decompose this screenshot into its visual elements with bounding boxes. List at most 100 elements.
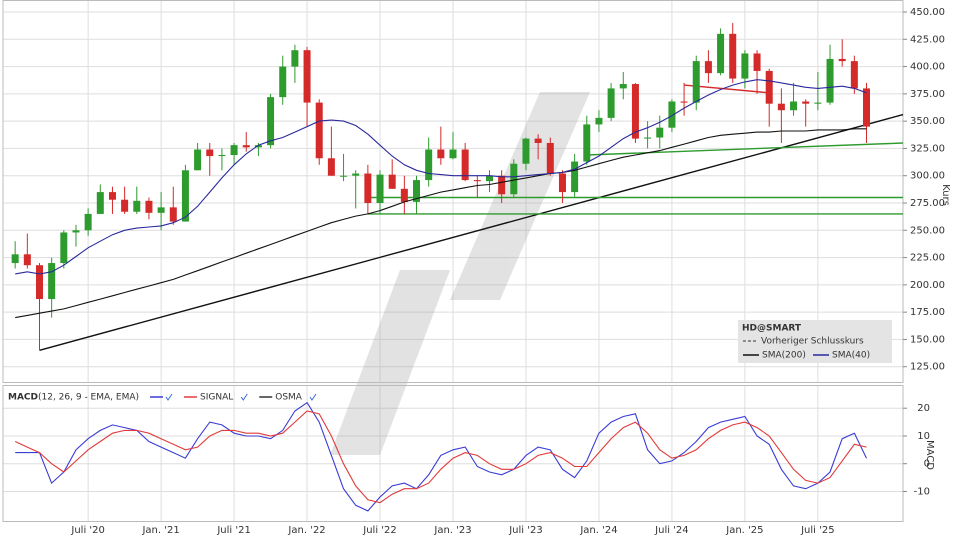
- candle-body: [485, 175, 493, 182]
- candle-body: [133, 200, 141, 212]
- candle-body: [72, 230, 80, 233]
- candle-body: [826, 58, 834, 103]
- candle-body: [364, 173, 372, 204]
- watermark-shape: [330, 270, 450, 455]
- candle-body: [145, 200, 153, 213]
- candle-body: [84, 213, 92, 231]
- legend-check: [240, 393, 248, 401]
- legend-label: SMA(200): [762, 351, 806, 361]
- y-tick-label: 375.00: [910, 89, 945, 100]
- candle-body: [704, 61, 712, 74]
- trend-line: [39, 113, 904, 351]
- y-tick-label: 200.00: [910, 280, 945, 291]
- candle-body: [11, 254, 19, 264]
- candle-body: [558, 173, 566, 193]
- watermark: [330, 92, 590, 455]
- candle-body: [376, 174, 384, 204]
- candle-body: [765, 70, 773, 104]
- candle-body: [60, 232, 68, 264]
- y-tick-label: 300.00: [910, 171, 945, 182]
- candle-body: [741, 53, 749, 79]
- indicator-line: [15, 401, 867, 512]
- candle-body: [267, 97, 275, 146]
- y-axis-label: MACD: [924, 440, 935, 470]
- candle-body: [656, 127, 664, 138]
- candle-body: [668, 101, 676, 128]
- candle-body: [181, 170, 189, 222]
- y-tick-label: 400.00: [910, 62, 945, 73]
- candle-body: [315, 102, 323, 159]
- candle-body: [437, 149, 445, 159]
- candle-body: [863, 88, 871, 127]
- macd-frame: [2, 385, 904, 522]
- candle-body: [230, 145, 238, 155]
- candle-body: [583, 124, 591, 162]
- y-tick-label: 150.00: [910, 334, 945, 345]
- x-tick-label: Jan. '23: [433, 525, 471, 536]
- x-tick-label: Jan. '24: [579, 525, 617, 536]
- candle-body: [108, 192, 116, 200]
- macd-legend: MACD (12, 26, 9 - EMA, EMA): [8, 393, 139, 403]
- candle-body: [48, 263, 56, 300]
- legend-label: OSMA: [275, 393, 303, 403]
- y-tick-label: 275.00: [910, 198, 945, 209]
- candle-body: [242, 145, 250, 148]
- panel-subtitle: (12, 26, 9 - EMA, EMA): [38, 393, 139, 403]
- y-tick-label: 225.00: [910, 253, 945, 264]
- candle-body: [206, 149, 214, 157]
- trend-line: [586, 142, 904, 156]
- candle-body: [169, 207, 177, 222]
- legend-check: [309, 393, 317, 401]
- price-legend: HD@SMART Vorheriger Schlusskurs: [738, 320, 892, 363]
- candle-body: [838, 58, 846, 62]
- candle-body: [607, 88, 615, 118]
- grid-layer: [3, 1, 903, 521]
- candle-body: [23, 254, 31, 266]
- candle-body: [35, 265, 43, 300]
- candle-body: [194, 149, 202, 171]
- candle-body: [303, 50, 311, 103]
- candle-body: [121, 199, 129, 212]
- x-tick-label: Juli '24: [654, 525, 689, 536]
- candle-body: [352, 173, 360, 176]
- legend-title: HD@SMART: [742, 324, 802, 334]
- candle-body: [619, 84, 627, 89]
- candle-body: [631, 84, 639, 139]
- candle-body: [425, 149, 433, 181]
- candle-body: [291, 50, 299, 67]
- price-frame: [2, 0, 904, 383]
- candle-body: [753, 53, 761, 71]
- y-tick-label: 125.00: [910, 362, 945, 373]
- legend-label: SIGNAL: [200, 393, 233, 403]
- candle-body: [546, 142, 554, 174]
- legend-label: SMA(40): [832, 351, 870, 361]
- candle-body: [790, 101, 798, 111]
- x-tick-label: Juli '22: [362, 525, 397, 536]
- y-tick-label: 10: [917, 431, 930, 442]
- candle-body: [400, 188, 408, 202]
- y-tick-label: 250.00: [910, 225, 945, 236]
- candle-body: [461, 149, 469, 181]
- ma-line: [15, 79, 867, 275]
- x-tick-label: Juli '25: [800, 525, 835, 536]
- candle-body: [96, 192, 104, 214]
- candle-body: [218, 154, 226, 157]
- y-tick-label: 175.00: [910, 307, 945, 318]
- watermark-shape: [450, 92, 590, 300]
- x-tick-label: Juli '20: [70, 525, 105, 536]
- ma-line: [15, 128, 867, 319]
- candle-body: [814, 102, 822, 104]
- y-tick-label: 325.00: [910, 143, 945, 154]
- y-axis-label: Kurs: [940, 184, 951, 206]
- candle-body: [717, 33, 725, 74]
- y-tick-label: -10: [914, 486, 930, 497]
- candle-body: [522, 138, 530, 164]
- candle-body: [571, 161, 579, 193]
- candle-body: [254, 145, 262, 148]
- indicator-line: [14, 410, 867, 504]
- candle-body: [680, 101, 688, 103]
- y-tick-label: 350.00: [910, 116, 945, 127]
- candle-body: [157, 207, 165, 213]
